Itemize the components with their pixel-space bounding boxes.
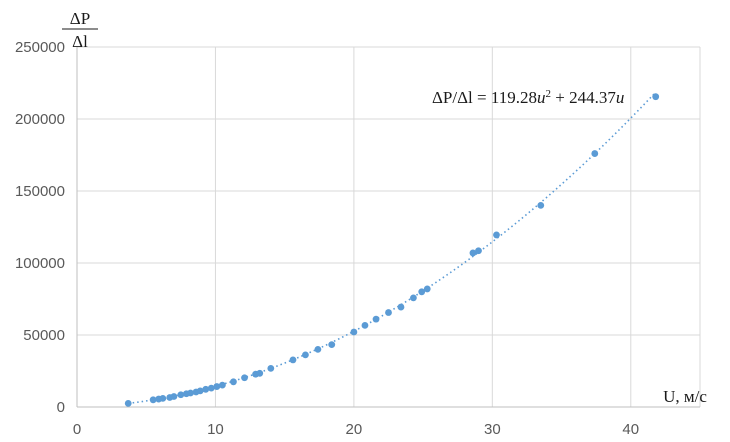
data-points (124, 93, 660, 407)
data-point (493, 231, 500, 239)
y-tick-label: 0 (57, 399, 65, 416)
axes (76, 47, 700, 408)
data-point (652, 93, 660, 101)
data-point (159, 394, 167, 402)
equation-middle: + 244.37 (551, 88, 616, 107)
data-point (328, 341, 336, 349)
y-axis-title: ΔP Δl (62, 9, 98, 51)
data-point (230, 378, 237, 386)
data-point (537, 202, 545, 209)
data-point (202, 385, 210, 393)
data-point (591, 150, 599, 157)
equation-exponent: 2 (545, 88, 551, 100)
data-point (410, 294, 417, 302)
x-axis-title: U, м/с (663, 387, 707, 406)
tick-labels: 0 50000 100000 150000 200000 250000 0 10 20 30 40 (15, 39, 639, 438)
y-tick-label: 150000 (15, 183, 65, 200)
trendline-equation: ΔP/Δl = 119.28u2 + 244.37u (432, 88, 624, 107)
x-tick-label: 0 (73, 421, 81, 438)
grid (77, 46, 701, 407)
data-point (177, 391, 185, 399)
y-tick-label: 50000 (23, 327, 65, 344)
x-tick-label: 30 (484, 421, 501, 438)
y-axis-title-denominator: Δl (72, 32, 88, 51)
equation-prefix: ΔP/Δl = 119.28 (432, 88, 537, 107)
data-point (423, 285, 431, 293)
data-point (361, 321, 369, 329)
data-point (302, 351, 309, 359)
data-point (196, 387, 204, 395)
data-point (289, 356, 297, 364)
y-tick-label: 200000 (15, 111, 65, 128)
data-point (124, 400, 132, 407)
data-point (314, 346, 322, 353)
data-point (475, 247, 482, 255)
equation-variable-linear: u (616, 88, 625, 107)
data-point (256, 369, 264, 377)
data-point (170, 393, 178, 400)
y-tick-label: 100000 (15, 255, 65, 272)
polynomial-trendline (128, 91, 657, 405)
y-tick-label: 250000 (15, 39, 65, 56)
data-point (207, 384, 215, 392)
data-point (149, 396, 157, 404)
data-point (397, 303, 405, 311)
y-axis-title-numerator: ΔP (70, 9, 90, 28)
data-point (372, 315, 380, 323)
data-point (213, 383, 221, 390)
equation-variable-squared: u (537, 88, 546, 107)
data-point (350, 328, 358, 336)
data-point (218, 381, 226, 389)
x-tick-label: 10 (207, 421, 224, 438)
data-point (385, 309, 392, 316)
data-point (267, 365, 275, 372)
data-point (241, 374, 248, 382)
data-point (187, 389, 194, 397)
x-tick-label: 20 (346, 421, 363, 438)
data-point (418, 288, 426, 296)
x-tick-label: 40 (622, 421, 639, 438)
data-point (469, 249, 477, 257)
